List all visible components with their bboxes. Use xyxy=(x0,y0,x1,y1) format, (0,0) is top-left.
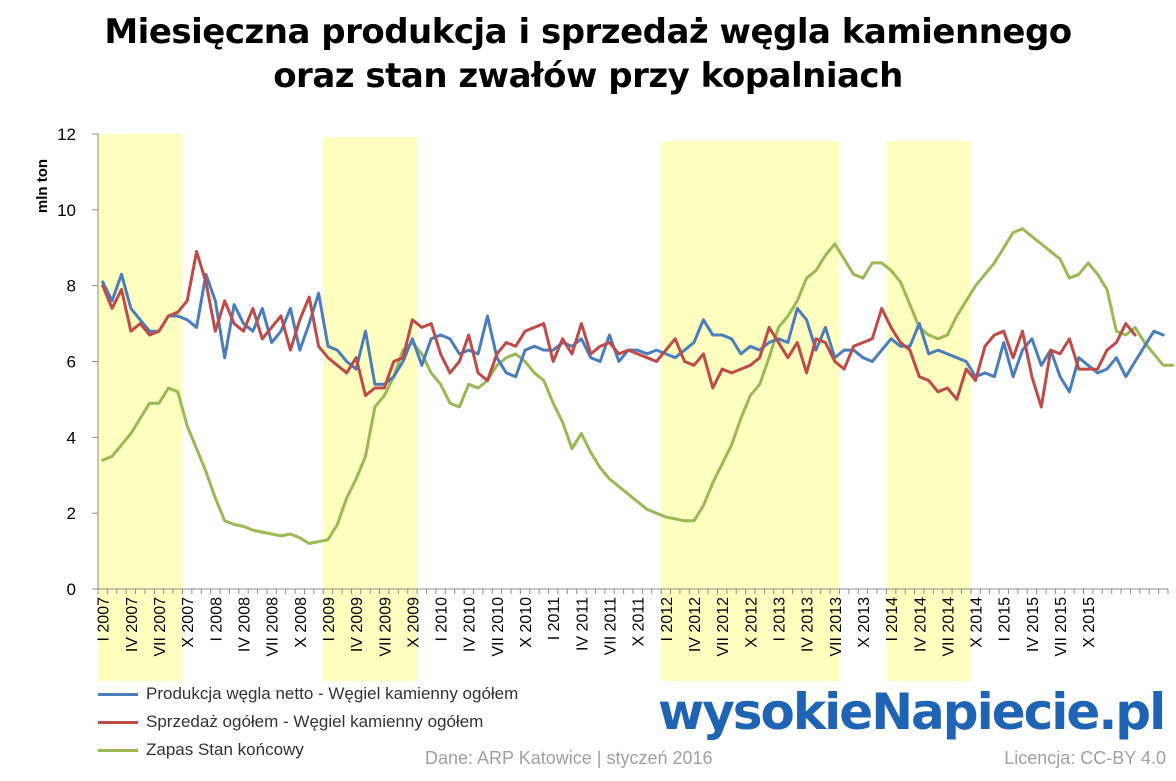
x-tick-label: X 2013 xyxy=(856,597,873,648)
x-tick-label: IV 2010 xyxy=(462,597,479,652)
y-tick-label: 2 xyxy=(67,504,76,523)
x-tick-label: X 2010 xyxy=(518,597,535,648)
x-tick-label: X 2007 xyxy=(180,597,197,648)
legend-label-stock: Zapas Stan końcowy xyxy=(146,740,304,759)
data-source-note: Dane: ARP Katowice | styczeń 2016 xyxy=(425,748,713,768)
x-tick-label: VII 2007 xyxy=(152,597,169,657)
y-tick-label: 4 xyxy=(67,428,76,447)
series-line-sales xyxy=(101,250,1137,409)
brand-logo: wysokieNapiecie.pl xyxy=(658,683,1166,741)
x-tick-label: I 2008 xyxy=(208,597,225,642)
y-tick-label: 12 xyxy=(57,125,76,144)
y-tick-label: 10 xyxy=(57,201,76,220)
x-tick-label: I 2011 xyxy=(546,597,563,640)
x-tick-label: VII 2008 xyxy=(265,597,282,657)
chart-axes xyxy=(92,133,1169,594)
x-tick-label: X 2012 xyxy=(743,597,760,648)
x-tick-label: VII 2012 xyxy=(715,597,732,657)
x-tick-label: X 2015 xyxy=(1081,597,1098,648)
y-tick-labels: 0 2 4 6 8 10 12 xyxy=(57,125,76,599)
highlight-band xyxy=(661,141,840,681)
x-tick-label: IV 2014 xyxy=(912,597,929,652)
highlight-band xyxy=(98,134,183,681)
x-tick-label: IV 2011 xyxy=(574,597,591,651)
x-tick-label: I 2010 xyxy=(434,597,451,642)
y-tick-label: 8 xyxy=(67,277,76,296)
x-tick-label: VII 2013 xyxy=(828,597,845,657)
x-tick-label: X 2011 xyxy=(631,597,648,647)
legend-label-production: Produkcja węgla netto - Węgiel kamienny … xyxy=(146,684,519,703)
x-tick-label: IV 2009 xyxy=(349,597,366,652)
x-tick-label: VII 2009 xyxy=(377,597,394,657)
x-tick-label: I 2014 xyxy=(884,597,901,642)
x-tick-label: VII 2010 xyxy=(490,597,507,657)
license-note: Licencja: CC-BY 4.0 xyxy=(1004,748,1166,768)
x-tick-label: VII 2011 xyxy=(603,597,620,656)
legend-swatch-stock xyxy=(98,749,138,753)
x-tick-label: IV 2008 xyxy=(236,597,253,652)
legend-item-production: Produkcja węgla netto - Węgiel kamienny … xyxy=(98,680,518,708)
legend-item-sales: Sprzedaż ogółem - Węgiel kamienny ogółem xyxy=(98,708,518,736)
chart-title-line-1: Miesięczna produkcja i sprzedaż węgla ka… xyxy=(104,12,1072,52)
x-tick-label: X 2009 xyxy=(405,597,422,648)
y-axis-label: mln ton xyxy=(34,159,51,213)
x-tick-label: I 2015 xyxy=(997,597,1014,642)
series-line-stock xyxy=(101,227,1175,545)
series-lines xyxy=(101,227,1175,545)
highlight-band xyxy=(886,141,971,681)
x-tick-label: I 2013 xyxy=(771,597,788,642)
x-tick-label: IV 2015 xyxy=(1025,597,1042,652)
legend-swatch-sales xyxy=(98,721,138,725)
y-tick-label: 0 xyxy=(67,580,76,599)
x-tick-label: X 2008 xyxy=(293,597,310,648)
x-tick-label: IV 2007 xyxy=(124,597,141,652)
x-tick-label: IV 2012 xyxy=(687,597,704,652)
chart-title-line-2: oraz stan zwałów przy kopalniach xyxy=(273,56,903,96)
x-tick-labels: I 2007 IV 2007 VII 2007 X 2007 I 2008 IV 2008… xyxy=(96,597,1099,657)
x-tick-label: I 2009 xyxy=(321,597,338,642)
legend-swatch-production xyxy=(98,693,138,697)
x-tick-label: VII 2014 xyxy=(940,597,957,657)
series-line-production xyxy=(101,272,1165,394)
x-tick-label: I 2007 xyxy=(96,597,113,642)
chart-title: Miesięczna produkcja i sprzedaż węgla ka… xyxy=(0,10,1176,98)
x-tick-label: IV 2013 xyxy=(800,597,817,652)
highlight-bands xyxy=(98,134,971,681)
x-tick-label: I 2012 xyxy=(659,597,676,642)
y-tick-label: 6 xyxy=(67,353,76,372)
x-tick-label: X 2014 xyxy=(969,597,986,648)
x-tick-label: VII 2015 xyxy=(1053,597,1070,657)
legend-label-sales: Sprzedaż ogółem - Węgiel kamienny ogółem xyxy=(146,712,484,731)
legend-item-stock: Zapas Stan końcowy xyxy=(98,736,518,764)
legend: Produkcja węgla netto - Węgiel kamienny … xyxy=(98,680,518,764)
